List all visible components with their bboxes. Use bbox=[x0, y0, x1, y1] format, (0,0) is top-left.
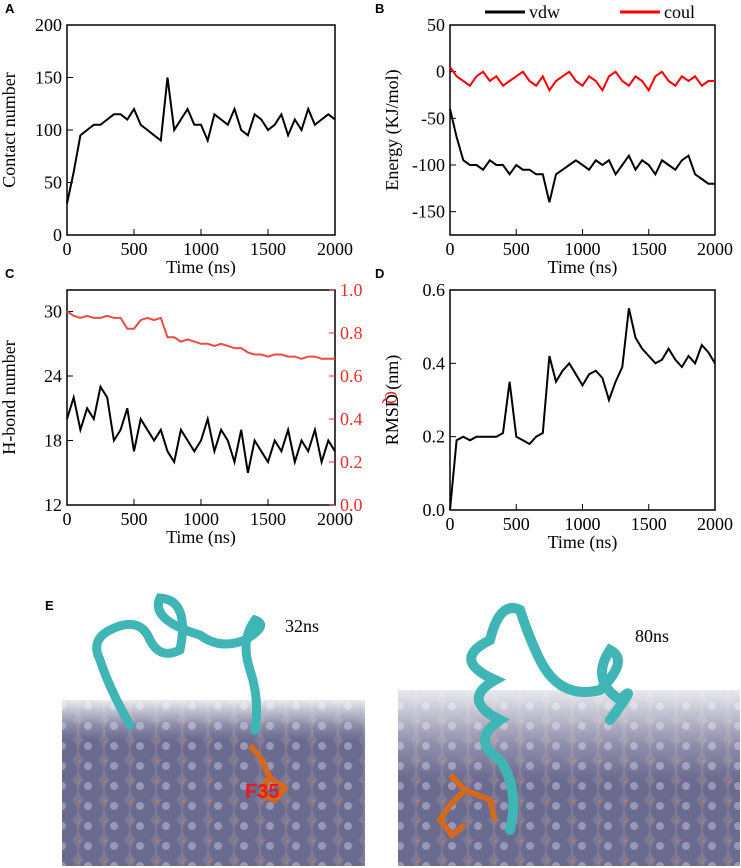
time-label: 32ns bbox=[285, 616, 319, 636]
y2-tick-label: 0.8 bbox=[340, 323, 363, 343]
y-tick-label: 24 bbox=[44, 366, 62, 386]
plot-frame bbox=[66, 24, 336, 236]
y-tick-label: -150 bbox=[412, 202, 445, 222]
data-line bbox=[66, 77, 336, 204]
y-axis-label: H-bond number bbox=[0, 340, 19, 454]
x-tick-label: 1000 bbox=[565, 239, 601, 259]
y2-tick-label: 0.2 bbox=[340, 452, 363, 472]
y-tick-label: 0.2 bbox=[423, 427, 446, 447]
panel-label: B bbox=[375, 1, 384, 16]
data-line bbox=[66, 384, 336, 474]
x-tick-label: 500 bbox=[121, 509, 148, 529]
y-tick-label: 0.6 bbox=[423, 280, 446, 300]
data-line bbox=[449, 66, 715, 93]
y-tick-label: 150 bbox=[35, 68, 62, 88]
y-tick-label: 12 bbox=[44, 495, 62, 515]
y-axis-label: Energy (KJ/mol) bbox=[382, 69, 403, 190]
y-tick-label: 200 bbox=[35, 15, 62, 35]
x-tick-label: 500 bbox=[121, 239, 148, 259]
x-tick-label: 2000 bbox=[317, 509, 353, 529]
plot-frame bbox=[449, 289, 716, 511]
y2-tick-label: 0.6 bbox=[340, 366, 363, 386]
legend-label: vdw bbox=[529, 2, 560, 22]
y-tick-label: 100 bbox=[35, 120, 62, 140]
snapshot-left bbox=[62, 590, 365, 866]
chart: C 0 500 1000 1500 2000 12 18 24 30 0.0 0.2 0.4 0.6 0.8… bbox=[0, 266, 401, 548]
x-tick-label: 2000 bbox=[317, 239, 353, 259]
panel-label: C bbox=[5, 266, 15, 281]
snapshot-right bbox=[398, 590, 740, 866]
x-tick-label: 1000 bbox=[183, 509, 219, 529]
y-axis-label: RMSD (nm) bbox=[382, 355, 403, 446]
x-axis-label: Time (ns) bbox=[166, 527, 236, 548]
x-tick-label: 1000 bbox=[565, 514, 601, 534]
plot-frame bbox=[449, 24, 716, 236]
x-tick-label: 0 bbox=[63, 509, 72, 529]
x-tick-label: 1000 bbox=[183, 239, 219, 259]
data-line bbox=[449, 308, 716, 511]
x-tick-label: 500 bbox=[503, 239, 530, 259]
residue-label: F35 bbox=[245, 781, 279, 803]
y-tick-label: 50 bbox=[44, 173, 62, 193]
x-tick-label: 2000 bbox=[697, 239, 733, 259]
data-line bbox=[449, 108, 715, 203]
y-tick-label: 50 bbox=[427, 15, 445, 35]
time-label: 80ns bbox=[635, 626, 669, 646]
y-axis-label: Contact number bbox=[0, 72, 19, 187]
y2-tick-label: 0.0 bbox=[340, 495, 363, 515]
x-tick-label: 1500 bbox=[250, 509, 286, 529]
y-tick-label: -100 bbox=[412, 155, 445, 175]
x-tick-label: 500 bbox=[503, 514, 530, 534]
x-tick-label: 2000 bbox=[697, 514, 733, 534]
chart: B 0 500 1000 1500 2000 -150 -100 -50 0 50 Time (ns)… bbox=[375, 1, 733, 278]
panel-label: E bbox=[45, 598, 54, 613]
legend-label: coul bbox=[664, 2, 695, 22]
panel-label: D bbox=[375, 266, 384, 281]
x-axis-label: Time (ns) bbox=[166, 257, 236, 278]
y-tick-label: 0.4 bbox=[423, 353, 446, 373]
x-tick-label: 0 bbox=[446, 239, 455, 259]
x-tick-label: 0 bbox=[63, 239, 72, 259]
y-tick-label: 30 bbox=[44, 302, 62, 322]
chart: A 0 500 1000 1500 2000 0 50 100 150 200 Time (ns) Co… bbox=[0, 1, 353, 278]
chart: D 0 500 1000 1500 2000 0.0 0.2 0.4 0.6 Time (ns) RM… bbox=[375, 266, 733, 553]
panel-label: A bbox=[5, 1, 15, 16]
x-axis-label: Time (ns) bbox=[548, 257, 618, 278]
y-tick-label: 0.0 bbox=[423, 500, 446, 520]
y-tick-label: -50 bbox=[421, 108, 445, 128]
x-tick-label: 0 bbox=[446, 514, 455, 534]
y2-tick-label: 0.4 bbox=[340, 409, 363, 429]
x-axis-label: Time (ns) bbox=[548, 532, 618, 553]
y-tick-label: 18 bbox=[44, 431, 62, 451]
y2-axis-label: Q bbox=[381, 391, 401, 404]
x-tick-label: 1500 bbox=[250, 239, 286, 259]
data-line bbox=[66, 310, 335, 360]
x-tick-label: 1500 bbox=[631, 239, 667, 259]
y-tick-label: 0 bbox=[53, 225, 62, 245]
x-tick-label: 1500 bbox=[631, 514, 667, 534]
y2-tick-label: 1.0 bbox=[340, 280, 363, 300]
y-tick-label: 0 bbox=[436, 62, 445, 82]
